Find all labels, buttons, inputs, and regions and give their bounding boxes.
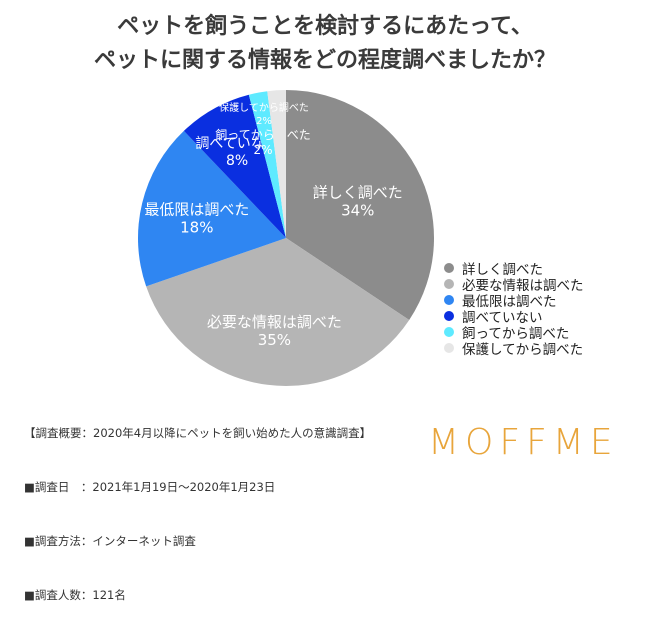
legend-item: 詳しく調べた <box>444 260 584 278</box>
legend-item: 最低限は調べた <box>444 292 584 310</box>
pie-slice <box>286 90 434 320</box>
legend-swatch <box>444 295 454 305</box>
pie-slice <box>183 94 286 238</box>
note-value: 2020年4月以降にペットを飼い始めた人の意識調査】 <box>93 426 372 440</box>
legend-item: 調べていない <box>444 308 584 326</box>
pie-slice <box>146 238 410 386</box>
slice-label: 詳しく調べた <box>313 184 403 202</box>
pie-slice <box>267 90 286 238</box>
legend-label: 詳しく調べた <box>462 262 543 278</box>
note-value: 121名 <box>92 588 126 602</box>
legend-item: 飼ってから調べた <box>444 324 584 342</box>
slice-value-label: 8% <box>226 153 248 169</box>
legend-swatch <box>444 327 454 337</box>
survey-notes: 【調査概要：2020年4月以降にペットを飼い始めた人の意識調査】 ■調査日 ：2… <box>24 388 371 622</box>
legend-label: 最低限は調べた <box>462 294 557 310</box>
note-label: ■調査人数： <box>24 588 93 602</box>
note-line: ■調査方法：インターネット調査 <box>24 532 371 550</box>
legend-item: 保護してから調べた <box>444 340 584 358</box>
note-label: ■調査日 ： <box>24 480 93 494</box>
note-value: インターネット調査 <box>92 534 196 548</box>
legend-swatch <box>444 343 454 353</box>
slice-value-label: 34% <box>341 202 374 220</box>
note-line: ■調査日 ：2021年1月19日〜2020年1月23日 <box>24 478 371 496</box>
legend-label: 飼ってから調べた <box>462 326 570 342</box>
note-value: 2021年1月19日〜2020年1月23日 <box>92 480 276 494</box>
slice-label: 保護してから調べた <box>219 101 309 114</box>
note-line: ■調査人数：121名 <box>24 586 371 604</box>
slice-label: 最低限は調べた <box>144 200 249 218</box>
pie-slice <box>137 130 286 287</box>
chart-title-line2: ペットに関する情報をどの程度調べましたか？ <box>93 48 556 73</box>
legend-label: 保護してから調べた <box>462 342 584 358</box>
moffme-logo: MOFFME <box>428 422 619 463</box>
slice-value-label: 2% <box>253 143 272 157</box>
slice-value-label: 35% <box>258 331 291 349</box>
note-line: 【調査概要：2020年4月以降にペットを飼い始めた人の意識調査】 <box>24 424 371 442</box>
legend-label: 調べていない <box>462 310 543 326</box>
legend-swatch <box>444 263 454 273</box>
slice-label: 飼ってから調べた <box>215 127 310 142</box>
chart-title-line1: ペットを飼うことを検討するにあたって、 <box>117 14 533 39</box>
slice-label: 調べていない <box>195 136 278 152</box>
pie-slice <box>248 91 286 238</box>
legend-swatch <box>444 279 454 289</box>
chart-legend: 詳しく調べた 必要な情報は調べた 最低限は調べた 調べていない 飼ってから調べた 保護して… <box>444 260 584 358</box>
note-label: 【調査概要： <box>24 426 93 440</box>
legend-label: 必要な情報は調べた <box>462 278 584 294</box>
note-label: ■調査方法： <box>24 534 93 548</box>
chart-title: ペットを飼うことを検討するにあたって、 ペットに関する情報をどの程度調べましたか… <box>0 10 650 78</box>
legend-item: 必要な情報は調べた <box>444 276 584 294</box>
slice-label: 必要な情報は調べた <box>207 313 342 331</box>
legend-swatch <box>444 311 454 321</box>
slice-value-label: 2% <box>256 116 272 127</box>
slice-value-label: 18% <box>180 218 213 236</box>
